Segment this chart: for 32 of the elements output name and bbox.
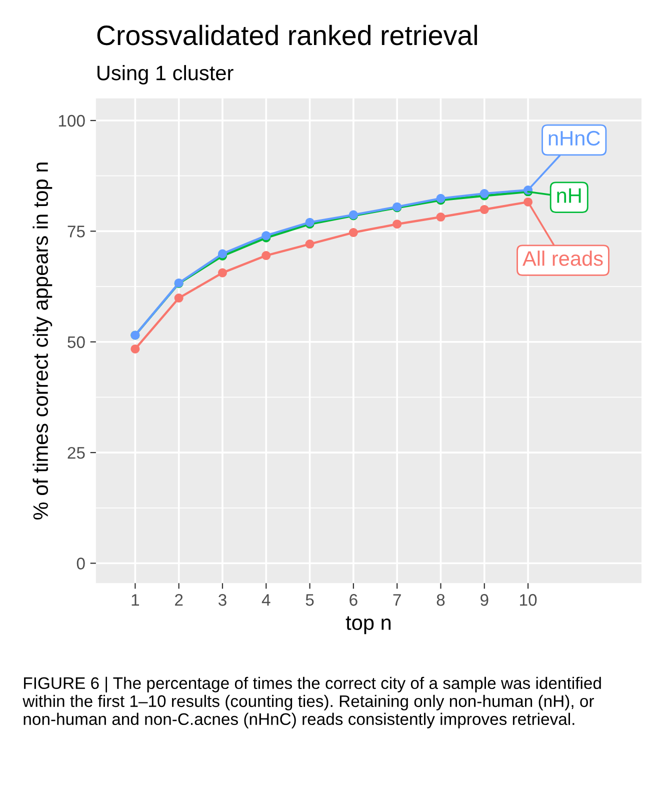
point	[436, 212, 446, 222]
x-tick-label: 4	[262, 594, 270, 606]
y-tick-label: 50	[68, 336, 85, 348]
x-tick-label: 3	[218, 594, 226, 606]
text: nHnC	[548, 130, 600, 146]
x-tick-label: 6	[350, 594, 358, 606]
x-tick-label: 10	[520, 594, 537, 606]
point	[348, 228, 358, 238]
caption: FIGURE 6 | The percentage of times the correct city of a sample was identified within the first 1–10 results (counting ties). Retaining only non-human (nH), or non-human and non-C.acnes (nHnC) reads consistently improves retrieval.	[22, 676, 601, 728]
x-tick-label: 9	[480, 594, 488, 606]
x-tick-label: 5	[306, 594, 314, 606]
x-axis-title: top n	[346, 616, 391, 634]
point	[262, 251, 271, 260]
x-tick-label: 8	[436, 594, 445, 606]
chart-subtitle: Using 1 cluster	[98, 65, 234, 84]
point	[392, 220, 402, 229]
y-tick-label: 25	[68, 446, 85, 459]
point	[305, 240, 314, 249]
x-tick-label: 7	[393, 594, 401, 606]
y-tick-label: 100	[58, 114, 85, 127]
chart-title: Crossvalidated ranked retrieval	[97, 24, 477, 46]
legend-label: nH	[557, 188, 581, 203]
point	[174, 294, 184, 303]
point	[480, 204, 489, 214]
y-tick-label: 75	[68, 226, 85, 238]
y-axis-title: % of times correct city appears in top n	[32, 162, 52, 520]
point	[218, 268, 227, 278]
x-tick-label: 1	[132, 594, 140, 606]
y-tick-label: 0	[76, 558, 85, 570]
point	[130, 344, 140, 354]
x-tick-label: 2	[175, 594, 183, 606]
legend-label: All reads	[522, 250, 603, 266]
